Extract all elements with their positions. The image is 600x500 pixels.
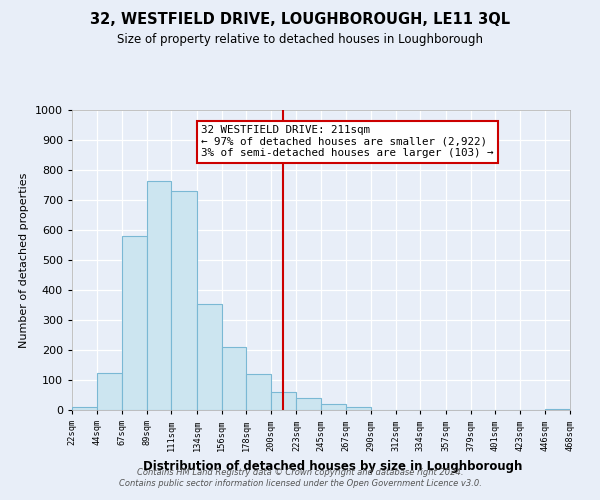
Text: Contains HM Land Registry data © Crown copyright and database right 2024.
Contai: Contains HM Land Registry data © Crown c…: [119, 468, 481, 487]
Bar: [246, 374, 271, 410]
Bar: [72, 407, 97, 410]
Bar: [545, 408, 570, 410]
Bar: [97, 372, 122, 410]
Bar: [346, 407, 371, 410]
Bar: [197, 304, 221, 410]
Bar: [271, 392, 296, 410]
Bar: [147, 180, 172, 410]
Y-axis label: Number of detached properties: Number of detached properties: [19, 172, 29, 348]
Bar: [221, 347, 246, 410]
Text: Size of property relative to detached houses in Loughborough: Size of property relative to detached ho…: [117, 32, 483, 46]
Bar: [296, 398, 321, 410]
Bar: [321, 404, 346, 410]
Text: 32 WESTFIELD DRIVE: 211sqm
← 97% of detached houses are smaller (2,922)
3% of se: 32 WESTFIELD DRIVE: 211sqm ← 97% of deta…: [202, 125, 494, 158]
Bar: [172, 191, 197, 410]
Text: Distribution of detached houses by size in Loughborough: Distribution of detached houses by size …: [143, 460, 523, 473]
Text: 32, WESTFIELD DRIVE, LOUGHBOROUGH, LE11 3QL: 32, WESTFIELD DRIVE, LOUGHBOROUGH, LE11 …: [90, 12, 510, 28]
Bar: [122, 236, 147, 410]
